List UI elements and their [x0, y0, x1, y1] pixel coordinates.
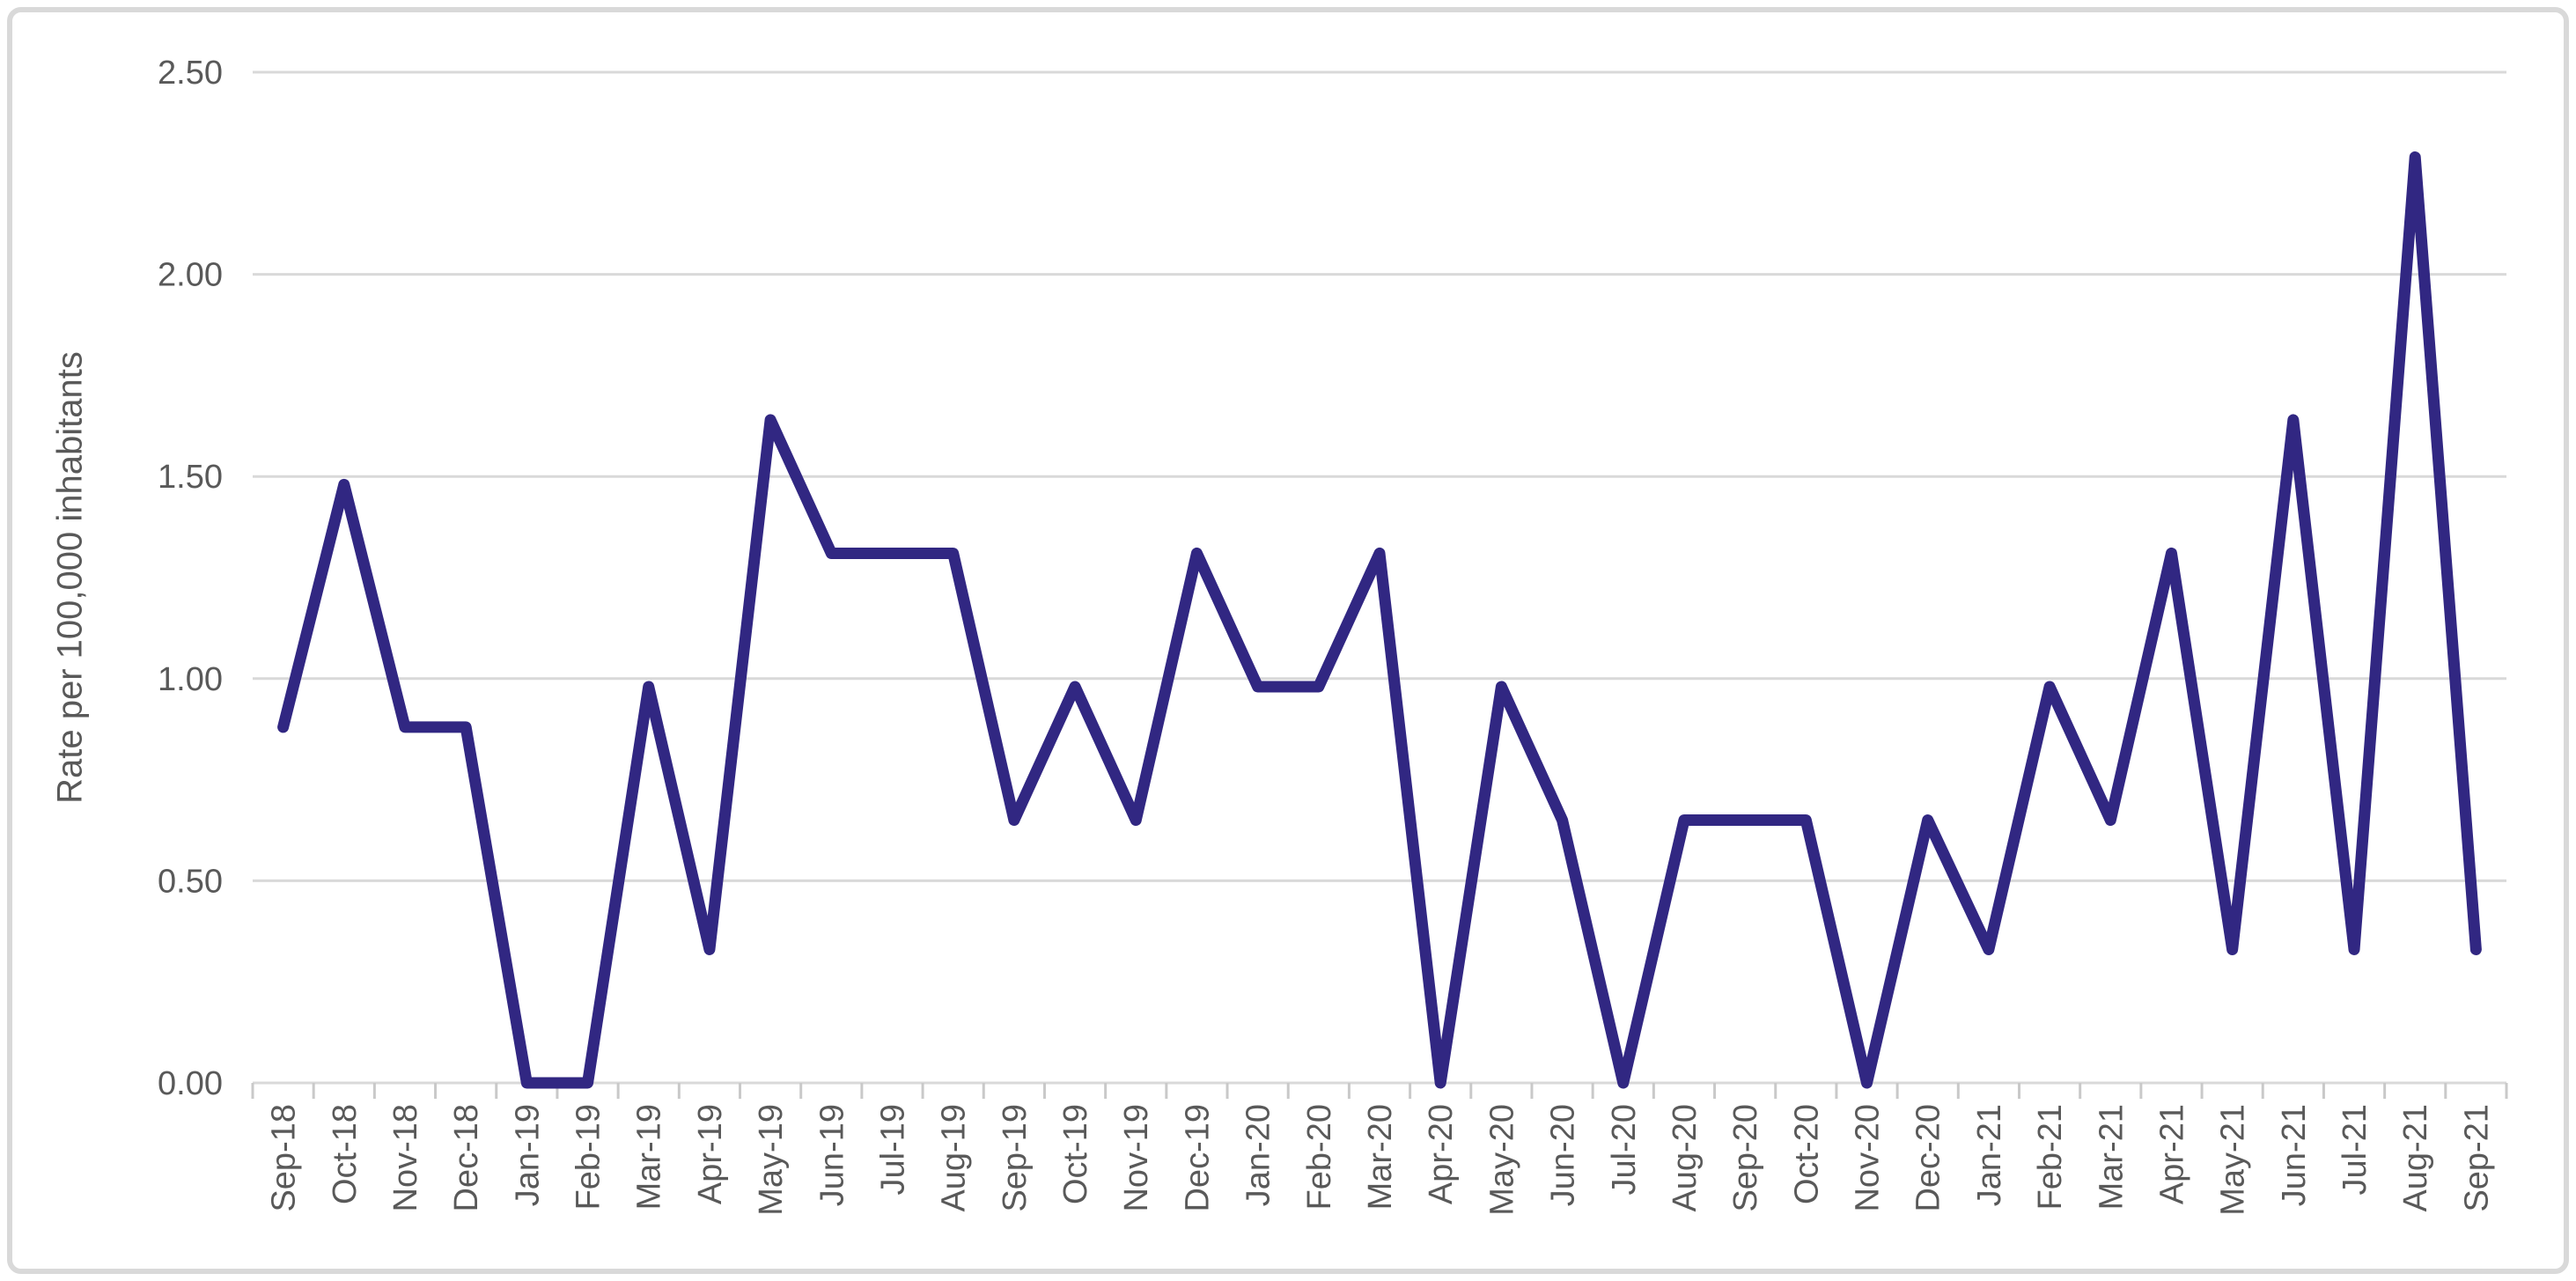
y-tick-label: 0.50	[158, 863, 223, 900]
x-tick-label: Dec-18	[448, 1104, 485, 1212]
x-tick-label: Oct-18	[327, 1104, 364, 1204]
x-tick-label: Aug-20	[1667, 1104, 1704, 1212]
x-tick-label: Jun-19	[813, 1104, 850, 1206]
y-tick-label: 0.00	[158, 1065, 223, 1102]
x-tick-label: Feb-21	[2032, 1104, 2069, 1210]
x-tick-label: Jul-19	[874, 1104, 911, 1196]
x-tick-label: Jan-20	[1240, 1104, 1277, 1206]
x-tick-label: Jan-19	[509, 1104, 546, 1206]
y-tick-label: 1.50	[158, 459, 223, 496]
x-tick-label: May-21	[2215, 1104, 2252, 1216]
x-tick-label: Sep-19	[997, 1104, 1034, 1212]
x-tick-label: Mar-21	[2093, 1104, 2130, 1210]
x-tick-label: Mar-19	[631, 1104, 668, 1210]
x-tick-label: Nov-19	[1118, 1104, 1155, 1212]
x-tick-label: Apr-19	[692, 1104, 729, 1204]
x-tick-label: Sep-20	[1727, 1104, 1764, 1212]
x-tick-label: Jul-20	[1606, 1104, 1643, 1196]
x-tick-label: Mar-20	[1362, 1104, 1399, 1210]
x-tick-label: Jul-21	[2337, 1104, 2374, 1196]
x-tick-label: Feb-19	[570, 1104, 607, 1210]
x-tick-label: Jun-20	[1545, 1104, 1582, 1206]
x-tick-label: Sep-21	[2458, 1104, 2495, 1212]
x-tick-label: Feb-20	[1301, 1104, 1338, 1210]
x-tick-label: Dec-19	[1179, 1104, 1216, 1212]
x-tick-label: Jun-21	[2276, 1104, 2313, 1206]
x-tick-label: Nov-18	[387, 1104, 424, 1212]
x-tick-label: Apr-20	[1423, 1104, 1460, 1204]
x-tick-label: Sep-18	[266, 1104, 303, 1212]
y-tick-label: 1.00	[158, 661, 223, 698]
chart-frame	[7, 7, 2569, 1274]
x-tick-label: Oct-19	[1057, 1104, 1094, 1204]
x-tick-label: Aug-19	[936, 1104, 973, 1212]
series-line	[277, 151, 2482, 1089]
x-tick-label: Nov-20	[1850, 1104, 1887, 1212]
x-tick-label: Aug-21	[2397, 1104, 2434, 1212]
x-tick-label: Dec-20	[1910, 1104, 1947, 1212]
y-tick-label: 2.00	[158, 257, 223, 294]
x-tick-label: Jan-21	[1971, 1104, 2008, 1206]
x-tick-label: May-20	[1483, 1104, 1520, 1216]
x-tick-label: May-19	[753, 1104, 790, 1216]
x-tick-label: Apr-21	[2153, 1104, 2190, 1204]
y-axis-title: Rate per 100,000 inhabitants	[50, 351, 90, 804]
y-tick-label: 2.50	[158, 55, 223, 92]
x-tick-label: Oct-20	[1788, 1104, 1825, 1204]
